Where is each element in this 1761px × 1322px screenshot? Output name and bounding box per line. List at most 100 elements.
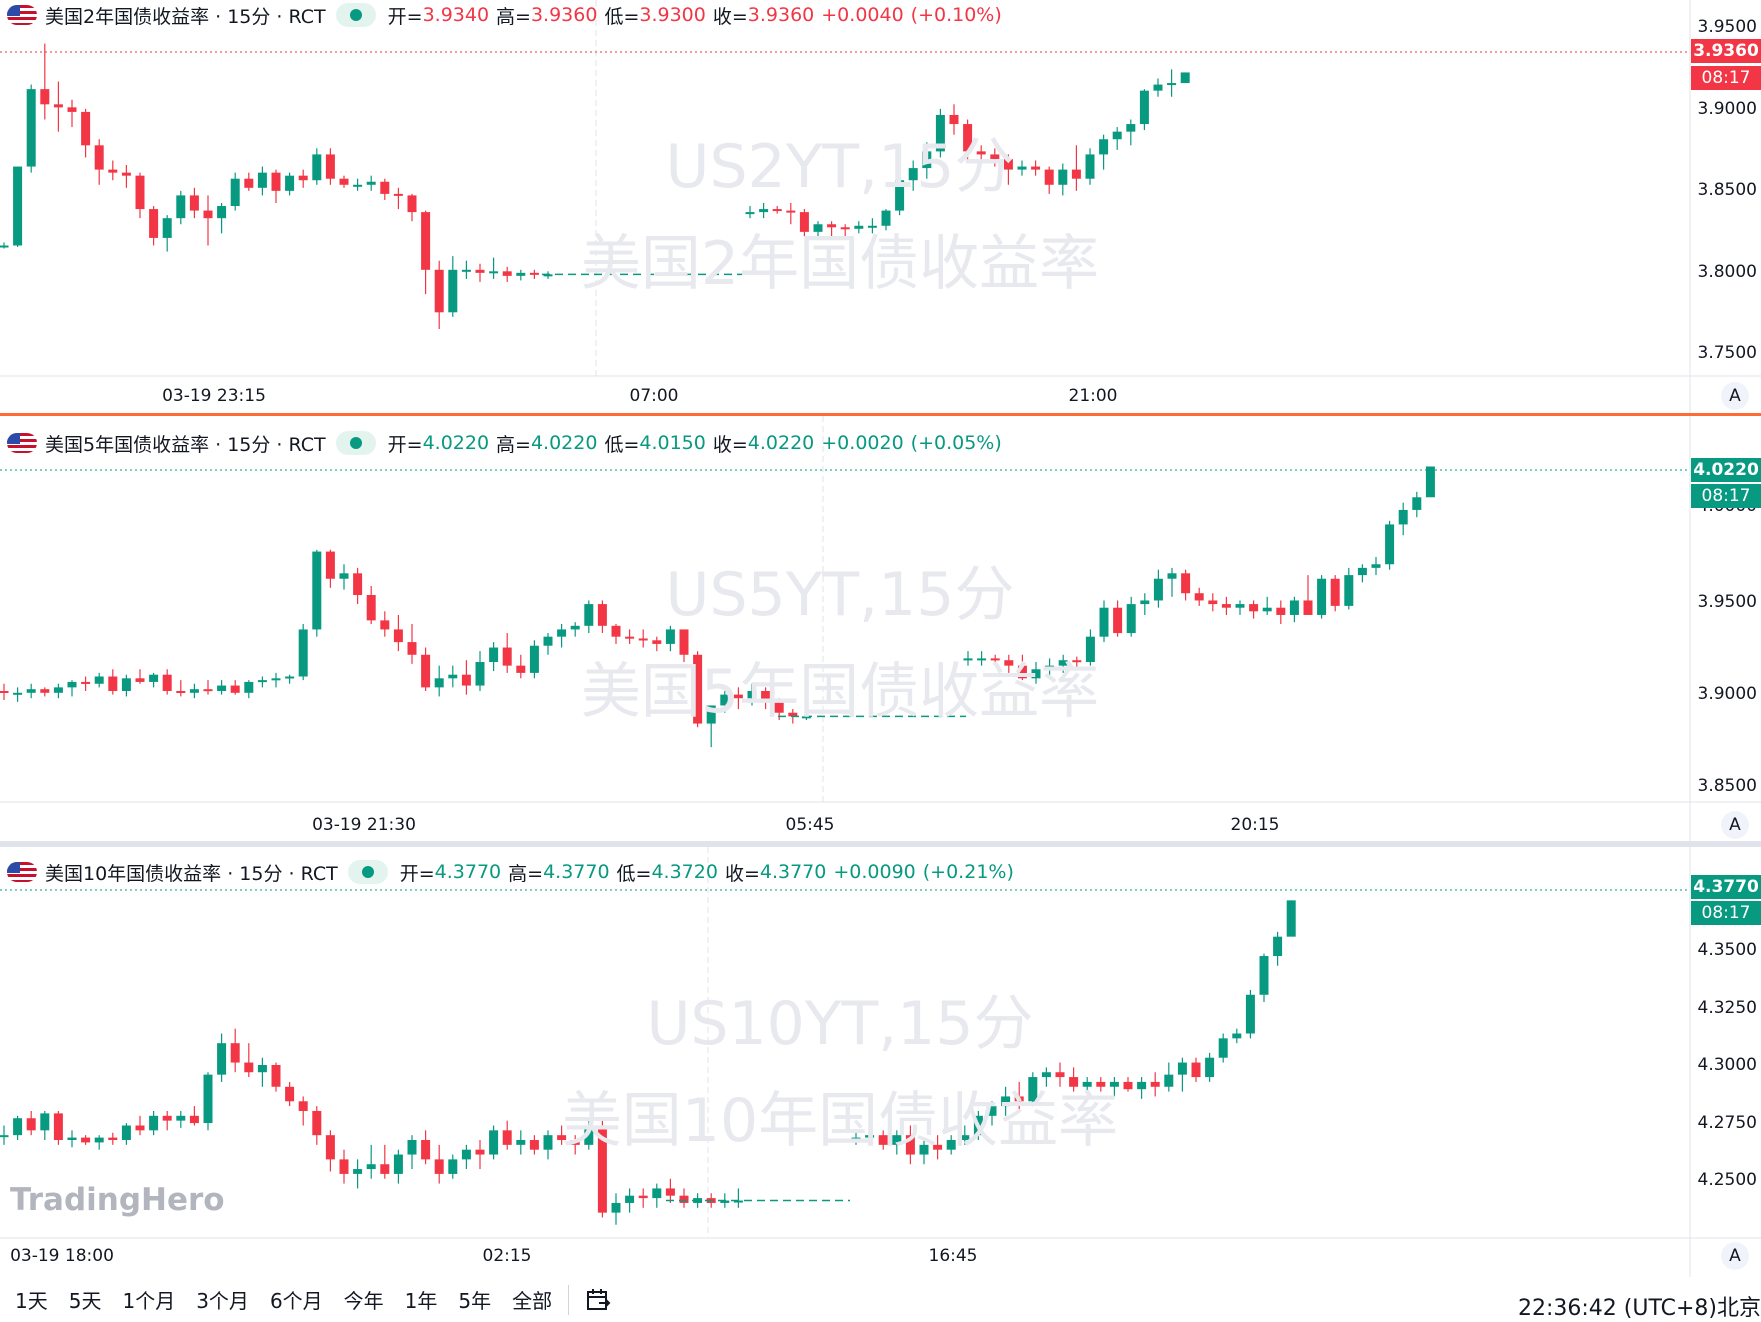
range-6m-button[interactable]: 6个月: [269, 1289, 323, 1313]
chart-panel-us10y[interactable]: US10YT,15分 美国10年国债收益率 美国10年国债收益率 · 15分 ·…: [0, 847, 1761, 1277]
goto-date-icon[interactable]: [585, 1286, 613, 1314]
chart-panel-us2y[interactable]: US2YT,15分 美国2年国债收益率 美国2年国债收益率 · 15分 · RC…: [0, 0, 1761, 413]
candle: [298, 169, 308, 188]
panel-separator[interactable]: [0, 413, 1761, 416]
candle: [217, 680, 227, 695]
symbol-title[interactable]: 美国2年国债收益率 · 15分 · RCT: [45, 5, 326, 28]
candle: [407, 193, 417, 222]
candle: [162, 215, 172, 252]
low-value: 3.9300: [639, 4, 706, 26]
range-1m-button[interactable]: 1个月: [122, 1289, 176, 1313]
candle: [1194, 587, 1204, 606]
candle: [584, 1120, 594, 1150]
candle: [1303, 575, 1313, 615]
range-1y-button[interactable]: 1年: [404, 1289, 438, 1313]
high-value: 4.0220: [530, 432, 598, 454]
low-value: 4.3720: [651, 861, 718, 883]
candle: [733, 687, 743, 710]
price-tick: 4.2750: [1697, 1113, 1757, 1133]
price-tick: 4.2500: [1697, 1170, 1757, 1190]
open-value: 3.9340: [422, 4, 490, 26]
range-5d-button[interactable]: 5天: [68, 1289, 102, 1313]
range-3m-button[interactable]: 3个月: [196, 1289, 249, 1313]
candle: [854, 221, 864, 234]
auto-scale-button[interactable]: A: [1721, 382, 1749, 410]
candle: [720, 690, 730, 713]
us-flag-icon: [7, 433, 37, 453]
visibility-toggle-icon[interactable]: [347, 860, 388, 884]
candle: [733, 1188, 743, 1208]
countdown-tag: 08:17: [1691, 66, 1761, 90]
candle: [475, 651, 485, 691]
candle: [121, 165, 131, 188]
candle: [502, 633, 512, 673]
symbol-title[interactable]: 美国10年国债收益率 · 15分 · RCT: [45, 862, 338, 885]
candle: [461, 660, 471, 695]
candle: [543, 271, 553, 279]
candle: [977, 651, 987, 666]
candle: [149, 206, 159, 246]
change-value: +0.0090: [833, 861, 916, 883]
panel-separator[interactable]: [0, 841, 1761, 847]
candle: [1126, 596, 1136, 637]
watermark-name: 美国5年国债收益率: [580, 657, 1100, 727]
candle: [1071, 145, 1081, 191]
candle: [13, 1115, 23, 1141]
time-label: 20:15: [1230, 815, 1280, 835]
candle: [162, 1110, 172, 1131]
time-label: 02:15: [482, 1246, 532, 1266]
auto-scale-button[interactable]: A: [1721, 811, 1749, 839]
candle: [679, 1188, 689, 1208]
auto-scale-button[interactable]: A: [1721, 1242, 1749, 1270]
candlestick-chart-us2y[interactable]: [0, 0, 1761, 413]
time-label: 03-19 21:30: [312, 815, 416, 835]
candlestick-chart-us5y[interactable]: [0, 416, 1761, 841]
chart-panel-us5y[interactable]: US5YT,15分 美国5年国债收益率 美国5年国债收益率 · 15分 · RC…: [0, 416, 1761, 841]
candle: [1017, 160, 1027, 176]
legend-header: 美国5年国债收益率 · 15分 · RCT 开= 4.0220 高= 4.0220 …: [0, 428, 1002, 458]
candle: [1085, 148, 1095, 185]
candle: [1259, 953, 1269, 1003]
candle: [393, 614, 403, 652]
candle: [244, 172, 254, 191]
candle: [94, 1135, 104, 1150]
candle: [557, 1125, 567, 1145]
range-ytd-button[interactable]: 今年: [343, 1289, 384, 1313]
candle: [1262, 596, 1272, 615]
price-tick: 3.9500: [1697, 592, 1757, 612]
change-value: +0.0040: [821, 4, 904, 26]
candle: [1017, 654, 1027, 681]
candle: [461, 260, 471, 279]
clock-display[interactable]: 22:36:42 (UTC+8)北京: [1517, 1296, 1761, 1321]
candle: [271, 1062, 281, 1092]
candle: [1003, 154, 1013, 185]
candle: [40, 1110, 50, 1141]
candle: [1069, 1067, 1079, 1092]
candlestick-chart-us10y[interactable]: [0, 847, 1761, 1277]
us-flag-icon: [7, 862, 37, 882]
range-1d-button[interactable]: 1天: [15, 1289, 48, 1313]
high-value: 3.9360: [530, 4, 598, 26]
candle: [67, 99, 77, 128]
candle: [745, 206, 755, 219]
time-label: 16:45: [928, 1246, 978, 1266]
range-all-button[interactable]: 全部: [512, 1289, 553, 1313]
visibility-toggle-icon[interactable]: [335, 3, 376, 27]
candle: [366, 175, 376, 191]
candle: [176, 680, 186, 697]
candle: [827, 221, 837, 237]
candle: [162, 669, 172, 695]
candle: [1249, 600, 1259, 619]
candle: [94, 139, 104, 185]
visibility-toggle-icon[interactable]: [335, 431, 376, 455]
candle: [1014, 1081, 1024, 1111]
candle: [949, 104, 959, 135]
candle: [1045, 658, 1055, 677]
candle: [26, 683, 36, 699]
symbol-title[interactable]: 美国5年国债收益率 · 15分 · RCT: [45, 433, 326, 456]
candle: [475, 263, 485, 282]
candle: [53, 81, 63, 132]
range-5y-button[interactable]: 5年: [458, 1289, 492, 1313]
candle: [1055, 1062, 1065, 1087]
legend-header: 美国10年国债收益率 · 15分 · RCT 开= 4.3770 高= 4.3770…: [0, 857, 1014, 887]
